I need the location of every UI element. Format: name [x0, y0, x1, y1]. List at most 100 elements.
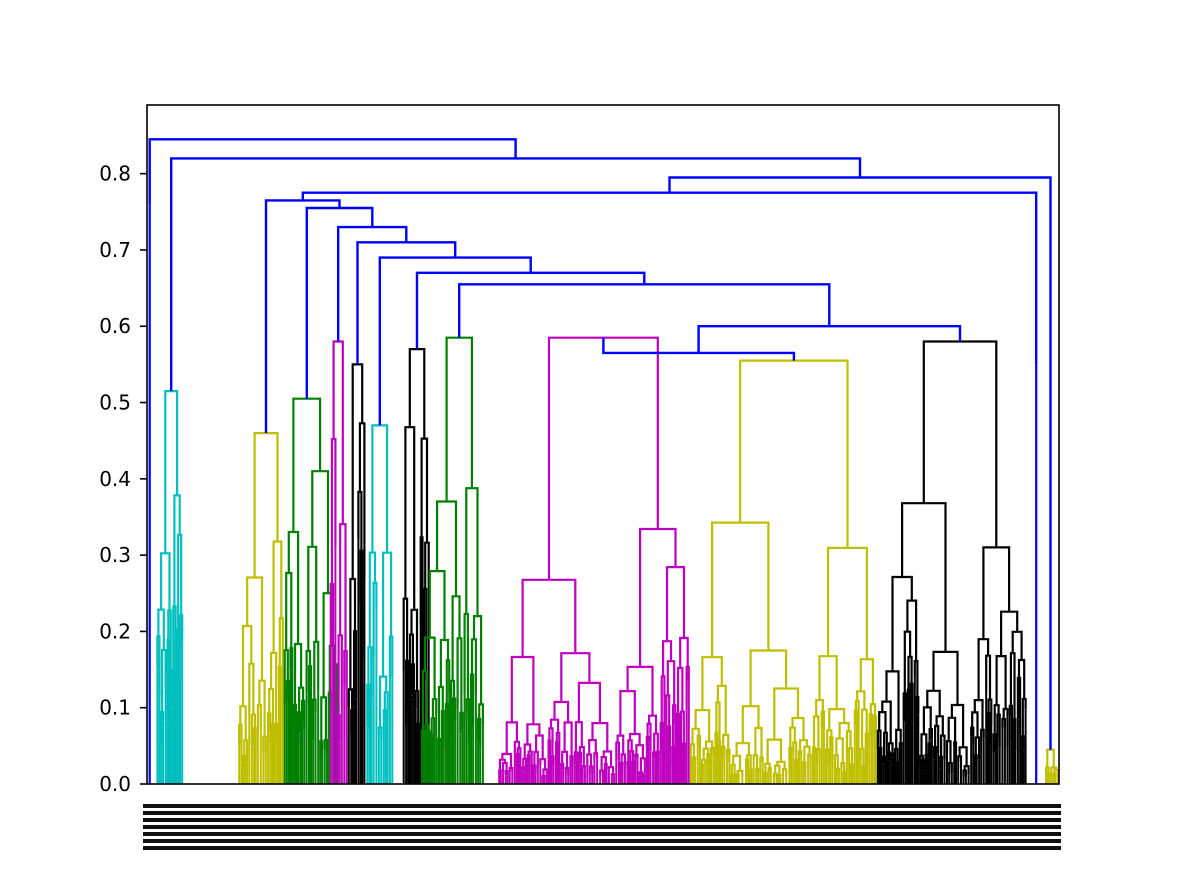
dendrogram-link-452 — [547, 336, 659, 580]
dendrogram-link-586 — [833, 754, 839, 769]
y-tick-label-4: 0.4 — [99, 467, 131, 491]
dendrogram-link-683 — [920, 733, 928, 756]
dendrogram-link-573 — [820, 710, 826, 729]
dendrogram-link-244 — [459, 711, 464, 734]
dendrogram-link-264 — [465, 487, 479, 617]
y-tick-label-5: 0.5 — [99, 391, 131, 415]
dendrogram-link-721 — [932, 650, 959, 705]
dendrogram-link-121 — [311, 470, 330, 594]
dendrogram-link-272 — [504, 769, 509, 776]
dendrogram-link-797 — [337, 225, 408, 342]
dendrogram-link-510 — [735, 742, 751, 756]
dendrogram-link-17 — [171, 669, 176, 725]
dendrogram-link-601 — [828, 707, 846, 731]
leaf-labels-row-1 — [143, 811, 1061, 815]
dendrogram-link-19 — [172, 605, 177, 671]
dendrogram-link-395 — [634, 753, 639, 759]
dendrogram-link-631 — [878, 746, 883, 768]
dendrogram-link-615 — [864, 732, 869, 749]
dendrogram-link-168 — [353, 630, 358, 707]
dendrogram-link-373 — [560, 652, 591, 702]
dendrogram-link-563 — [710, 521, 770, 658]
dendrogram-link-372 — [577, 681, 602, 724]
dendrogram-link-429 — [665, 694, 671, 727]
dendrogram-link-776 — [922, 340, 998, 548]
y-tick-label-3: 0.3 — [99, 543, 131, 567]
dendrogram-link-792 — [697, 325, 962, 353]
dendrogram-link-136 — [339, 522, 347, 652]
dendrogram-link-530 — [772, 772, 778, 779]
dendrogram-link-80 — [285, 571, 293, 651]
dendrogram-link-204 — [408, 348, 426, 439]
dendrogram-link-48 — [256, 703, 262, 733]
dendrogram-links — [148, 138, 1059, 784]
dendrogram-link-626 — [826, 546, 869, 660]
leaf-labels-row-5 — [143, 839, 1061, 843]
dendrogram-link-638 — [878, 710, 887, 733]
dendrogram-link-705 — [948, 761, 953, 774]
dendrogram-link-789 — [1046, 748, 1055, 768]
dendrogram-link-577 — [824, 748, 830, 766]
y-tick-label-0: 0.0 — [99, 772, 131, 796]
dendrogram-link-620 — [868, 713, 874, 741]
dendrogram-link-218 — [430, 717, 436, 736]
dendrogram-link-353 — [586, 753, 593, 767]
dendrogram-link-356 — [593, 752, 599, 760]
dendrogram-link-405 — [619, 689, 636, 736]
dendrogram-link-194 — [404, 426, 416, 610]
dendrogram-link-605 — [853, 709, 859, 727]
dendrogram-link-92 — [287, 530, 300, 644]
dendrogram-link-793 — [458, 283, 831, 338]
leaf-labels-row-3 — [143, 825, 1061, 829]
dendrogram-link-417 — [653, 732, 659, 753]
dendrogram-link-186 — [410, 663, 415, 700]
dendrogram-link-122 — [292, 397, 322, 532]
dendrogram-link-160 — [371, 424, 389, 553]
dendrogram-link-562 — [749, 649, 788, 707]
dendrogram-link-132 — [337, 634, 343, 715]
dendrogram-link-519 — [754, 726, 763, 758]
y-tick-label-8: 0.8 — [99, 162, 131, 186]
dendrogram-link-756 — [995, 654, 1007, 709]
dendrogram-link-328 — [560, 762, 565, 771]
dendrogram-link-523 — [763, 771, 768, 779]
dendrogram-link-31 — [238, 723, 243, 747]
dendrogram-link-357 — [588, 738, 597, 755]
dendrogram-link-746 — [992, 733, 997, 753]
dendrogram-link-374 — [521, 578, 577, 657]
leaf-labels-row-6 — [143, 846, 1061, 850]
dendrogram-link-775 — [982, 546, 1011, 640]
dendrogram-link-632 — [876, 729, 882, 749]
y-tick-label-2: 0.2 — [99, 619, 131, 643]
dendrogram-link-450 — [665, 565, 686, 642]
dendrogram-link-83 — [293, 703, 298, 725]
axes: 0.0 0.1 0.2 0.3 0.4 0.5 0.6 0.7 0.8 — [99, 104, 1060, 796]
dendrogram-link-265 — [445, 336, 473, 502]
dendrogram-link-716 — [962, 769, 968, 777]
dendrogram-link-800 — [301, 191, 1038, 365]
dendrogram-link-202 — [424, 541, 430, 589]
dendrogram-link-203 — [420, 437, 429, 543]
dendrogram-link-445 — [676, 666, 684, 714]
dendrogram-link-514 — [755, 767, 760, 773]
dendrogram-link-635 — [882, 755, 887, 764]
dendrogram-link-701 — [926, 689, 941, 717]
dendrogram-link-537 — [781, 767, 788, 778]
dendrogram-link-625 — [859, 658, 875, 705]
dendrogram-link-312 — [510, 655, 535, 725]
dendrogram-link-546 — [794, 759, 799, 769]
dendrogram-link-627 — [739, 359, 849, 548]
dendrogram-link-103 — [307, 545, 318, 651]
dendrogram-link-252 — [463, 612, 469, 700]
dendrogram-link-44 — [248, 662, 255, 715]
dendrogram-link-14 — [160, 552, 171, 611]
dendrogram-link-255 — [469, 673, 475, 729]
leaf-labels-row-2 — [143, 818, 1061, 822]
dendrogram-link-735 — [973, 698, 984, 730]
dendrogram-link-597 — [849, 763, 854, 775]
y-tick-label-6: 0.6 — [99, 314, 131, 338]
dendrogram-link-235 — [428, 569, 446, 640]
y-tick-label-1: 0.1 — [99, 696, 131, 720]
dendrogram-link-352 — [588, 765, 594, 775]
